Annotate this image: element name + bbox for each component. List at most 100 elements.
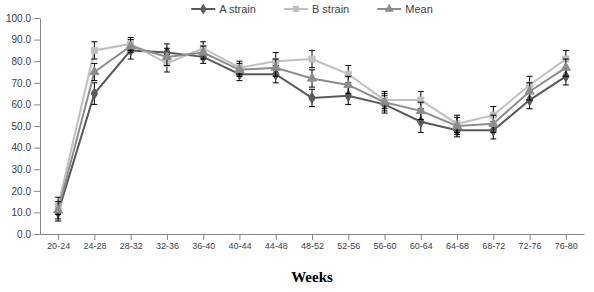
error-bar-cap xyxy=(164,48,170,49)
x-tick-mark xyxy=(131,234,132,240)
y-tick-mark xyxy=(34,234,40,235)
error-bar-cap xyxy=(91,80,97,81)
error-bar-cap xyxy=(418,132,424,133)
series-marker xyxy=(416,106,425,114)
legend-label: Mean xyxy=(405,3,433,15)
series-marker xyxy=(380,97,389,105)
x-tick: 56-60 xyxy=(374,234,397,251)
x-tick-mark xyxy=(239,234,240,240)
x-tick-label: 60-64 xyxy=(410,241,433,251)
x-tick: 52-56 xyxy=(337,234,360,251)
y-tick-label: 30.0 xyxy=(12,164,32,175)
legend-marker xyxy=(200,3,206,14)
series-marker xyxy=(344,80,353,88)
legend-marker xyxy=(385,4,394,12)
legend-label: A strain xyxy=(219,3,256,15)
error-bar-cap xyxy=(382,113,388,114)
series-marker xyxy=(54,205,63,213)
error-bar-cap xyxy=(309,89,315,90)
x-tick: 68-72 xyxy=(482,234,505,251)
y-tick-label: 10.0 xyxy=(12,207,32,218)
series-marker xyxy=(199,47,208,55)
error-bar-cap xyxy=(345,104,351,105)
y-tick-mark xyxy=(34,40,40,41)
error-bar-cap xyxy=(418,91,424,92)
error-bar-cap xyxy=(55,218,61,219)
series-marker xyxy=(345,71,351,77)
y-tick-label: 100.0 xyxy=(6,13,31,24)
series-marker xyxy=(90,67,99,75)
error-bar-cap xyxy=(273,76,279,77)
y-tick-mark xyxy=(34,18,40,19)
x-tick-label: 56-60 xyxy=(374,241,397,251)
y-tick-mark xyxy=(34,126,40,127)
x-tick: 32-36 xyxy=(156,234,179,251)
legend-item: A strain xyxy=(191,3,256,15)
x-tick: 48-52 xyxy=(301,234,324,251)
y-axis: 0.010.020.030.040.050.060.070.080.090.01… xyxy=(6,13,41,240)
x-tick: 44-48 xyxy=(265,234,288,251)
x-tick-label: 52-56 xyxy=(337,241,360,251)
error-bar-cap xyxy=(418,119,424,120)
series-marker xyxy=(235,65,244,73)
series-marker xyxy=(91,88,97,99)
x-tick: 36-40 xyxy=(192,234,215,251)
x-tick-mark xyxy=(421,234,422,240)
error-bar-cap xyxy=(164,72,170,73)
plot: 0.010.020.030.040.050.060.070.080.090.01… xyxy=(6,13,585,252)
x-tick-mark xyxy=(385,234,386,240)
x-tick-mark xyxy=(457,234,458,240)
error-bar-cap xyxy=(55,221,61,222)
error-bar-cap xyxy=(418,102,424,103)
x-axis: 20-2424-2828-3232-3636-4040-4444-4848-52… xyxy=(41,234,585,251)
x-tick: 60-64 xyxy=(410,234,433,251)
series-line xyxy=(58,44,566,206)
error-bar-cap xyxy=(164,43,170,44)
x-tick: 20-24 xyxy=(47,234,70,251)
x-tick-mark xyxy=(58,234,59,240)
error-bar-cap xyxy=(527,76,533,77)
error-bar-cap xyxy=(128,52,134,53)
x-tick: 28-32 xyxy=(120,234,143,251)
y-tick-mark xyxy=(34,61,40,62)
y-tick: 70.0 xyxy=(12,78,40,89)
error-bar-cap xyxy=(309,69,315,70)
error-bar-cap xyxy=(382,91,388,92)
x-tick-label: 48-52 xyxy=(301,241,324,251)
x-tick-mark xyxy=(566,234,567,240)
error-bar-cap xyxy=(382,93,388,94)
error-bar-cap xyxy=(309,50,315,51)
error-bar-cap xyxy=(490,132,496,133)
x-tick-label: 20-24 xyxy=(47,241,70,251)
x-tick-label: 72-76 xyxy=(519,241,542,251)
y-tick: 30.0 xyxy=(12,164,40,175)
y-tick-label: 90.0 xyxy=(12,34,32,45)
series xyxy=(54,40,571,219)
y-tick: 20.0 xyxy=(12,186,40,197)
y-tick: 40.0 xyxy=(12,142,40,153)
error-bar-cap xyxy=(200,41,206,42)
series-marker xyxy=(561,62,570,70)
error-bar-cap xyxy=(345,76,351,77)
x-tick-label: 76-80 xyxy=(555,241,578,251)
chart: 0.010.020.030.040.050.060.070.080.090.01… xyxy=(0,0,594,292)
legend-marker xyxy=(293,6,299,12)
x-tick-mark xyxy=(348,234,349,240)
y-tick-label: 70.0 xyxy=(12,78,32,89)
series-marker xyxy=(126,41,135,49)
error-bar-cap xyxy=(563,76,569,77)
legend: A strainB strainMean xyxy=(191,3,433,15)
y-tick-label: 80.0 xyxy=(12,56,32,67)
x-tick: 64-68 xyxy=(446,234,469,251)
error-bar-cap xyxy=(273,59,279,60)
x-tick-label: 24-28 xyxy=(83,241,106,251)
y-tick-label: 50.0 xyxy=(12,121,32,132)
x-tick-mark xyxy=(312,234,313,240)
error-bar-cap xyxy=(128,37,134,38)
error-bar-cap xyxy=(309,87,315,88)
x-tick-mark xyxy=(94,234,95,240)
error-bar-cap xyxy=(527,100,533,101)
series-marker xyxy=(418,97,424,103)
x-tick-mark xyxy=(167,234,168,240)
series xyxy=(55,42,569,221)
